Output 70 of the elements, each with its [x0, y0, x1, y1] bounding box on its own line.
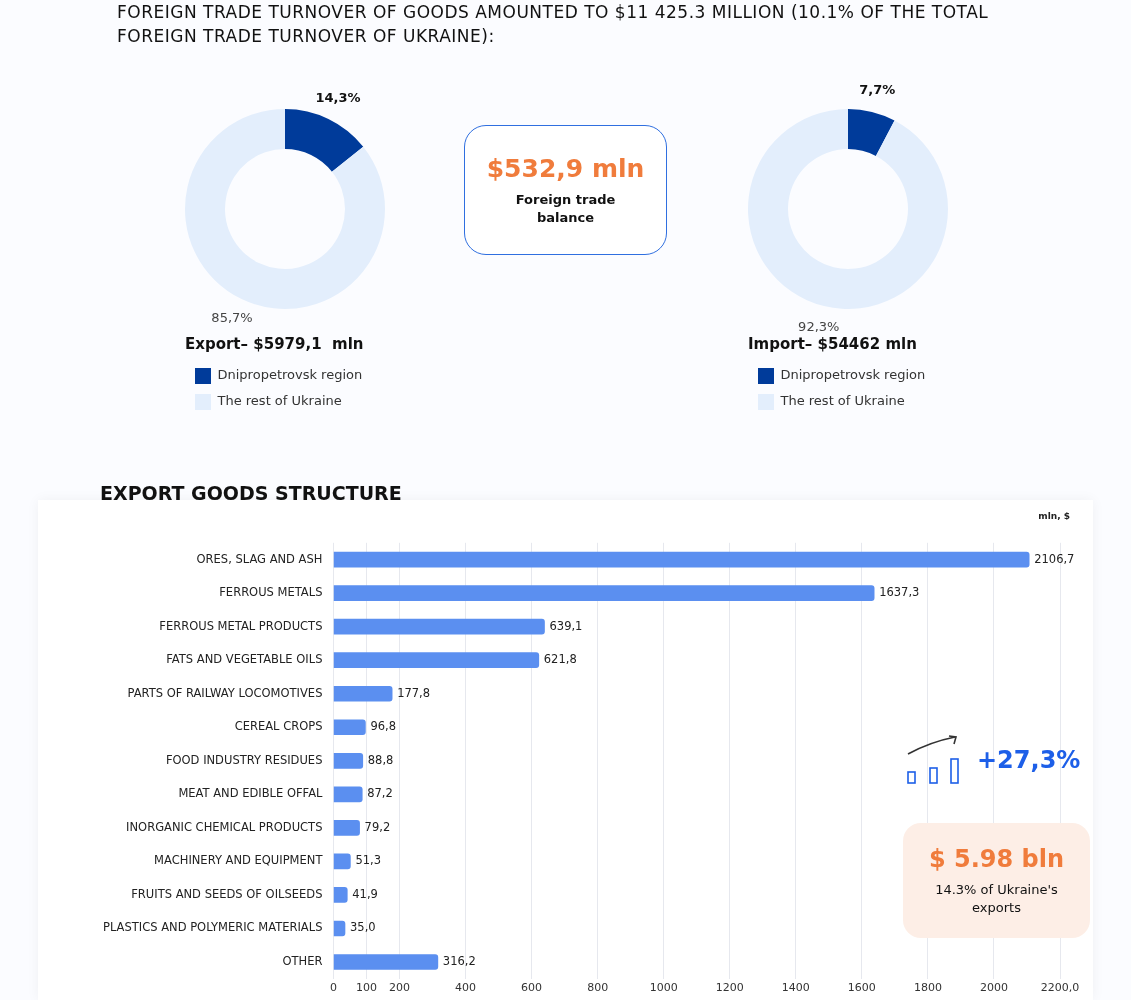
bar — [333, 685, 393, 702]
text: FOREIGN TRADE TURNOVER OF GOODS AMOUNTED TO $11 425.3 MILLION (10.1% OF THE TOTAL FOREIGN TRADE TURNOVER OF UKRAINE): — [117, 1, 990, 48]
text: $532,9 mln — [486, 153, 645, 183]
data-label: 621,8 — [543, 652, 577, 667]
y-tick-label: MACHINERY AND EQUIPMENT — [154, 853, 324, 868]
y-tick-label: PLASTICS AND POLYMERIC MATERIALS — [102, 920, 323, 935]
data-label: 7,7% — [859, 81, 896, 97]
x-tick-label: 1400 — [781, 981, 810, 995]
y-tick-label: INORGANIC CHEMICAL PRODUCTS — [126, 819, 323, 834]
text: Foreign trade balance — [514, 190, 617, 227]
y-tick-label: CEREAL CROPS — [234, 719, 323, 734]
x-tick-label: 2200,0 — [1040, 981, 1080, 995]
data-label: 87,2 — [367, 786, 393, 801]
y-tick-label: FERROUS METAL PRODUCTS — [159, 618, 323, 633]
bar — [333, 887, 348, 903]
x-tick-label: 200 — [388, 981, 410, 995]
x-axis-title: mln, $ — [1038, 511, 1070, 522]
data-label: 88,8 — [367, 752, 394, 767]
data-label: 35,0 — [350, 920, 376, 935]
data-label: 85,7% — [211, 310, 253, 326]
data-label: 2106,7 — [1034, 551, 1075, 566]
data-label: 1637,3 — [879, 585, 920, 600]
bar — [333, 652, 540, 669]
text: 14.3% of Ukraine's exports — [934, 880, 1059, 917]
y-tick-label: ORES, SLAG AND ASH — [196, 551, 323, 566]
y-tick-label: FOOD INDUSTRY RESIDUES — [165, 752, 323, 767]
bar — [333, 585, 875, 601]
x-tick-label: 1000 — [649, 981, 678, 995]
chart-title: EXPORT GOODS STRUCTURE — [100, 482, 402, 505]
text: Export– $5979,1 mln — [185, 334, 364, 353]
text: $ 5.98 bln — [928, 844, 1065, 873]
bar — [333, 786, 363, 803]
x-tick-label: 1200 — [715, 981, 744, 995]
x-tick-label: 800 — [587, 981, 609, 995]
legend-label: The rest of Ukraine — [779, 393, 905, 409]
data-label: 316,2 — [442, 954, 476, 969]
bar — [333, 551, 1030, 568]
y-tick-label: MEAT AND EDIBLE OFFAL — [178, 786, 324, 801]
bar — [333, 719, 366, 736]
data-label: 51,3 — [355, 853, 381, 868]
x-tick-label: 2000 — [979, 981, 1008, 995]
data-label: 41,9 — [352, 886, 378, 901]
x-tick-label: 600 — [521, 981, 543, 995]
bar — [333, 954, 439, 970]
y-tick-label: FRUITS AND SEEDS OF OILSEEDS — [131, 886, 323, 901]
data-label: 79,2 — [364, 819, 391, 834]
x-tick-label: 0 — [329, 981, 337, 995]
y-tick-label: FATS AND VEGETABLE OILS — [166, 652, 323, 667]
legend-label: Dnipropetrovsk region — [780, 367, 926, 383]
bar — [333, 618, 545, 635]
data-label: 639,1 — [549, 618, 583, 633]
data-label: 177,8 — [397, 685, 431, 700]
data-label: 92,3% — [798, 318, 840, 334]
bar — [333, 920, 346, 937]
bar — [333, 853, 351, 870]
bar — [333, 820, 360, 836]
x-tick-label: 1600 — [847, 981, 876, 995]
x-tick-label: 100 — [355, 981, 377, 995]
y-tick-label: OTHER — [282, 954, 323, 969]
x-tick-label: 400 — [455, 981, 477, 995]
legend-label: The rest of Ukraine — [216, 393, 342, 409]
legend-label: Dnipropetrovsk region — [217, 367, 363, 383]
data-label: 14,3% — [315, 90, 361, 106]
text: +27,3% — [977, 746, 1081, 774]
bar — [333, 752, 364, 769]
y-tick-label: PARTS OF RAILWAY LOCOMOTIVES — [127, 685, 323, 700]
y-tick-label: FERROUS METALS — [219, 585, 323, 600]
x-tick-label: 1800 — [913, 981, 942, 995]
data-label: 96,8 — [370, 719, 397, 734]
text: Import– $54462 mln — [748, 334, 917, 353]
